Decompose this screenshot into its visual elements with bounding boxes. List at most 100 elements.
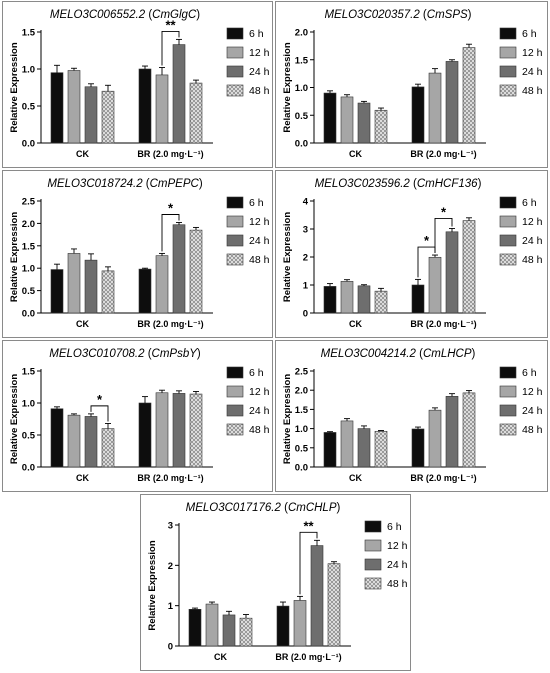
y-tick-label: 1.5: [22, 367, 36, 378]
bar: [357, 285, 371, 314]
legend-label: 6 h: [522, 367, 537, 379]
x-tick-label: BR (2.0 mg·L⁻¹): [275, 652, 341, 662]
y-tick-label: 2: [168, 561, 173, 572]
legend-label: 6 h: [249, 28, 264, 40]
gene-symbol: CmHCF136: [417, 178, 478, 190]
y-axis-label: Relative Expression: [282, 42, 293, 132]
bar: [155, 74, 169, 144]
y-axis-label: Relative Expression: [9, 212, 20, 302]
y-tick-label: 1.0: [22, 65, 35, 76]
bar: [50, 408, 64, 468]
legend-swatch: [226, 404, 244, 417]
legend-swatch: [226, 46, 244, 59]
legend-label: 6 h: [522, 28, 537, 40]
bar: [374, 290, 388, 314]
chart-title: MELO3C020357.2 (CmSPS): [324, 9, 471, 21]
title-paren-close: ): [196, 9, 200, 21]
x-tick-label: CK: [76, 473, 89, 483]
bar: [205, 603, 219, 647]
chart-svg: MELO3C020357.2 (CmSPS) 0.0 0.5 1.0 1.5 2.0Rel…: [282, 9, 543, 159]
bar: [323, 432, 337, 468]
bar: [428, 256, 442, 314]
y-tick-label: 1.0: [22, 264, 35, 275]
title-paren-close: ): [468, 9, 472, 21]
bar: [50, 269, 64, 314]
bar: [222, 614, 236, 647]
y-tick-label: 1.5: [22, 28, 36, 39]
legend-label: 24 h: [249, 405, 270, 417]
title-paren-close: ): [197, 348, 201, 360]
legend-swatch: [364, 520, 382, 533]
legend-swatch: [226, 215, 244, 228]
legend-swatch: [226, 234, 244, 247]
chart-svg: MELO3C006552.2 (CmGlgC) 0.0 0.5 1.0 1.5Relat…: [9, 9, 270, 159]
bar: [84, 416, 98, 468]
y-tick-label: 2.0: [295, 28, 308, 39]
y-axis-label: Relative Expression: [282, 374, 293, 464]
legend-label: 48 h: [249, 85, 270, 97]
bar: [67, 253, 81, 314]
bar: [189, 82, 203, 144]
title-paren-open: (: [145, 348, 152, 360]
significance-label: **: [303, 518, 314, 533]
y-axis-label: Relative Expression: [9, 374, 20, 464]
bar: [155, 392, 169, 468]
bar: [188, 608, 202, 647]
x-tick-label: BR (2.0 mg·L⁻¹): [137, 473, 203, 483]
y-tick-label: 2.5: [22, 197, 36, 208]
title-paren-close: ): [337, 502, 341, 514]
gene-symbol: CmLHCP: [423, 348, 472, 360]
bar: [374, 430, 388, 468]
legend-swatch: [499, 366, 517, 379]
legend-label: 24 h: [522, 235, 543, 247]
legend-swatch: [226, 65, 244, 78]
bar: [138, 268, 152, 314]
title-paren-open: (: [416, 348, 423, 360]
gene-id: MELO3C020357.2: [324, 9, 420, 21]
legend-label: 12 h: [522, 386, 543, 398]
legend-swatch: [226, 196, 244, 209]
y-axis-label: Relative Expression: [282, 212, 293, 302]
bar: [101, 428, 115, 468]
legend-swatch: [499, 46, 517, 59]
chart-panel-1: MELO3C006552.2 (CmGlgC) 0.0 0.5 1.0 1.5 Relat…: [2, 1, 273, 168]
bar: [172, 44, 186, 144]
bar: [445, 231, 459, 314]
legend-label: 12 h: [249, 47, 270, 59]
significance-bracket: [434, 217, 453, 254]
bar: [411, 284, 425, 314]
significance-bracket: [90, 405, 109, 422]
x-tick-label: CK: [349, 473, 362, 483]
legend-swatch: [226, 423, 244, 436]
title-paren-close: ): [472, 348, 476, 360]
y-tick-label: 2.5: [295, 367, 309, 378]
bar: [50, 72, 64, 144]
legend-label: 48 h: [387, 578, 408, 590]
legend-label: 12 h: [522, 47, 543, 59]
bar: [67, 414, 81, 468]
gene-id: MELO3C006552.2: [50, 9, 146, 21]
bar: [462, 47, 476, 144]
chart-title: MELO3C004214.2 (CmLHCP): [321, 348, 476, 360]
legend-label: 12 h: [387, 540, 408, 552]
chart-panel-4: MELO3C023596.2 (CmHCF136) 0 1 2 3 4 Relative E…: [275, 170, 548, 338]
legend-swatch: [499, 385, 517, 398]
y-tick-label: 0.5: [22, 431, 36, 442]
y-tick-label: 0: [303, 309, 308, 320]
bar: [462, 392, 476, 468]
y-tick-label: 1.0: [295, 83, 308, 94]
title-paren-open: (: [420, 9, 427, 21]
legend-label: 6 h: [522, 197, 537, 209]
title-paren-close: ): [478, 178, 482, 190]
y-tick-label: 0.0: [22, 309, 35, 320]
y-tick-label: 1.5: [22, 241, 36, 252]
legend-label: 48 h: [522, 424, 543, 436]
legend-label: 24 h: [249, 66, 270, 78]
bar: [323, 286, 337, 314]
gene-id: MELO3C023596.2: [315, 178, 411, 190]
legend-label: 12 h: [249, 386, 270, 398]
y-tick-label: 1.0: [22, 399, 35, 410]
legend-swatch: [499, 215, 517, 228]
bar: [323, 92, 337, 144]
legend-label: 48 h: [522, 254, 543, 266]
